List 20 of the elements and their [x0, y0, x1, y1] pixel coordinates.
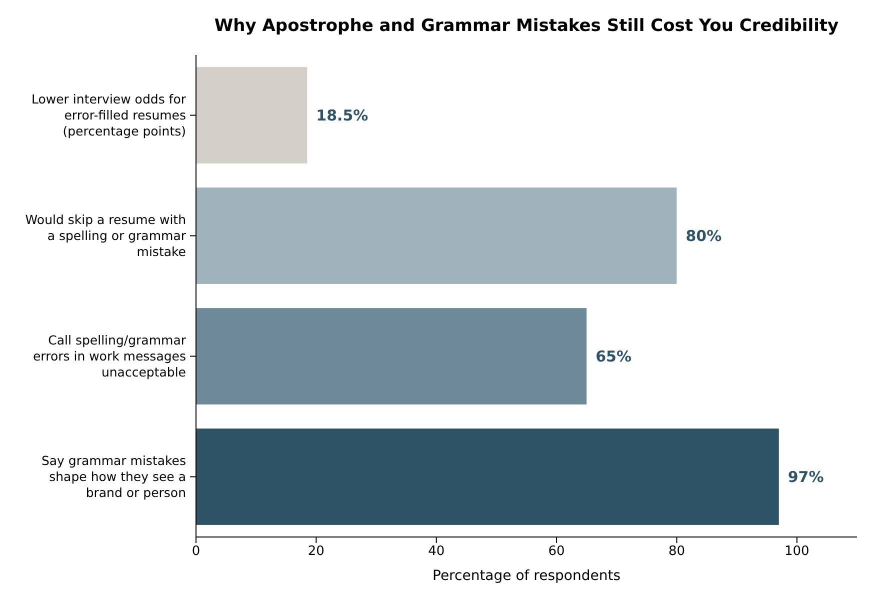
x-axis-title: Percentage of respondents [432, 568, 620, 584]
bar [196, 308, 587, 404]
x-tick-label: 40 [428, 544, 445, 560]
x-tick-label: 80 [668, 544, 685, 560]
data-label: 97% [788, 468, 824, 486]
data-label: 18.5% [316, 106, 368, 124]
data-label: 65% [596, 348, 632, 366]
bar [196, 67, 308, 164]
y-tick-label: Lower interview odds for error-filled resumes (percentage points) [32, 92, 187, 139]
x-tick-label: 0 [192, 544, 200, 560]
x-tick-label: 20 [308, 544, 324, 560]
x-tick-label: 60 [548, 544, 565, 560]
data-label: 80% [686, 227, 722, 245]
y-tick-label: Would skip a resume with a spelling or grammar mistake [25, 212, 187, 260]
chart-title: Why Apostrophe and Grammar Mistakes Still Cost You Credibility [214, 16, 839, 36]
x-tick-label: 100 [784, 544, 810, 560]
y-tick-label: Call spelling/grammar errors in work messages unacceptable [32, 332, 187, 380]
bar [196, 428, 779, 525]
y-tick-label: Say grammar mistakes shape how they see a brand or person [41, 453, 186, 500]
bar [196, 188, 677, 284]
